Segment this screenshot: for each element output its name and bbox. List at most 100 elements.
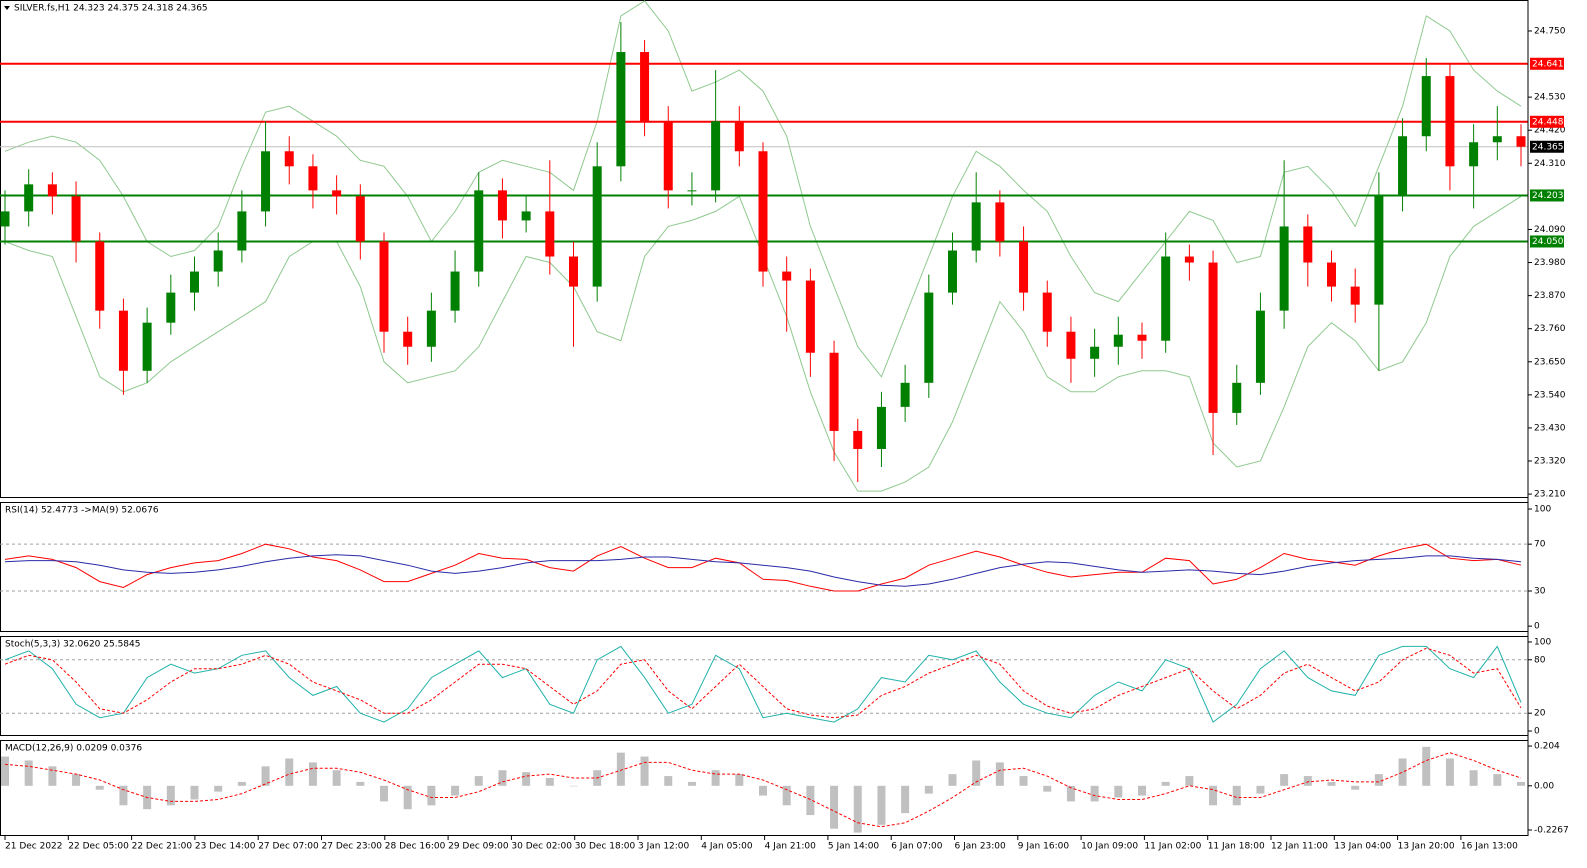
histogram-bar: [664, 776, 673, 786]
x-tick-label: 3 Jan 12:00: [638, 842, 690, 852]
histogram-bar: [356, 781, 365, 786]
histogram-bar: [474, 776, 483, 786]
indicator-line: [4, 647, 1522, 719]
histogram-bar: [427, 785, 436, 806]
histogram-bar: [403, 785, 412, 810]
y-tick-label: 24.420: [1534, 126, 1566, 136]
x-tick-label: 27 Dec 07:00: [258, 842, 319, 852]
candle-body: [1279, 226, 1289, 311]
candle-body: [0, 211, 10, 227]
x-tick-label: 30 Dec 02:00: [511, 842, 572, 852]
candle-body: [805, 280, 815, 353]
histogram-bar: [1043, 785, 1052, 792]
candle-body: [1137, 334, 1147, 341]
histogram-bar: [711, 770, 720, 786]
level-label: 24.203: [1532, 191, 1564, 201]
candle-body: [1019, 241, 1029, 293]
x-tick-label: 4 Jan 05:00: [701, 842, 753, 852]
panel-title: SILVER.fs,H1 24.323 24.375 24.318 24.365: [14, 4, 208, 14]
level-label-box: [1530, 235, 1564, 248]
histogram-bar: [616, 752, 625, 786]
histogram-bar: [190, 785, 199, 800]
x-tick-label: 9 Jan 16:00: [1018, 842, 1070, 852]
candle-body: [948, 250, 957, 293]
histogram-bar: [1066, 785, 1075, 802]
y-tick-label: 70: [1534, 540, 1546, 550]
histogram-bar: [1185, 776, 1194, 786]
x-tick-label: 6 Jan 07:00: [891, 842, 943, 852]
panel-title: MACD(12,26,9) 0.0209 0.0376: [5, 744, 142, 754]
panel-title: RSI(14) 52.4773 ->MA(9) 52.0676: [5, 506, 159, 516]
candle-body: [924, 292, 934, 383]
candle-body: [474, 190, 484, 272]
candle-body: [1445, 76, 1455, 167]
histogram-bar: [1374, 774, 1383, 786]
x-tick-label: 13 Jan 20:00: [1398, 842, 1455, 852]
current-price-box: [1530, 140, 1564, 153]
histogram-bar: [119, 785, 128, 806]
candle-body: [1469, 142, 1479, 167]
x-tick-label: 22 Dec 05:00: [68, 842, 129, 852]
y-tick-label: 23.320: [1534, 457, 1566, 467]
histogram-bar: [48, 766, 57, 786]
indicator-line: [4, 543, 1522, 592]
candle-body: [166, 292, 176, 323]
collapse-icon: [4, 6, 10, 10]
candle-body: [1374, 196, 1384, 305]
candle-body: [284, 151, 294, 167]
candle-body: [734, 121, 744, 152]
candle-body: [450, 271, 460, 311]
x-tick-label: 28 Dec 16:00: [385, 842, 446, 852]
y-tick-label: 23.430: [1534, 423, 1566, 433]
current-price-label: 24.365: [1532, 142, 1564, 152]
y-tick-label: 23.540: [1534, 390, 1566, 400]
y-tick-label: 100: [1534, 505, 1551, 515]
histogram-bar: [972, 760, 981, 786]
y-tick-label: 0.00: [1534, 781, 1554, 791]
histogram-bar: [72, 774, 81, 786]
y-tick-label: 23.980: [1534, 258, 1566, 268]
candle-body: [876, 406, 886, 449]
y-tick-label: 24.310: [1534, 159, 1566, 169]
histogram-bar: [498, 770, 507, 786]
candle-body: [1161, 256, 1171, 341]
histogram-bar: [380, 785, 388, 802]
candle-body: [142, 322, 152, 371]
x-tick-label: 30 Dec 18:00: [575, 842, 636, 852]
x-tick-label: 10 Jan 09:00: [1081, 842, 1138, 852]
candle-body: [663, 121, 673, 191]
candle-body: [308, 166, 318, 191]
x-tick-label: 21 Dec 2022: [5, 842, 63, 852]
candle-body: [118, 310, 128, 371]
histogram-bar: [522, 772, 531, 786]
candle-body: [1208, 262, 1218, 413]
y-tick-label: 23.760: [1534, 324, 1566, 334]
histogram-bar: [1, 756, 9, 786]
y-tick-label: 30: [1534, 587, 1546, 597]
candle-body: [900, 382, 910, 407]
histogram-bar: [1327, 781, 1336, 786]
indicator-line: [4, 645, 1522, 723]
y-tick-label: 24.090: [1534, 225, 1566, 235]
histogram-bar: [1517, 781, 1525, 786]
histogram-bar: [901, 785, 910, 814]
histogram-bar: [451, 785, 460, 796]
histogram-bar: [95, 785, 104, 790]
x-tick-label: 11 Jan 02:00: [1144, 842, 1201, 852]
y-tick-label: 24.530: [1534, 93, 1566, 103]
candle-body: [426, 310, 436, 347]
y-tick-label: 24.750: [1534, 26, 1566, 36]
candle-body: [971, 202, 981, 251]
histogram-bar: [1090, 785, 1099, 802]
y-tick-label: 23.870: [1534, 291, 1566, 301]
histogram-bar: [261, 766, 270, 786]
x-tick-label: 5 Jan 14:00: [828, 842, 880, 852]
y-tick-label: 0.204: [1534, 742, 1560, 752]
histogram-bar: [1256, 785, 1265, 794]
candle-body: [213, 250, 223, 272]
histogram-bar: [1138, 785, 1146, 796]
histogram-bar: [806, 785, 815, 816]
candle-body: [995, 202, 1005, 242]
x-tick-label: 22 Dec 21:00: [132, 842, 193, 852]
